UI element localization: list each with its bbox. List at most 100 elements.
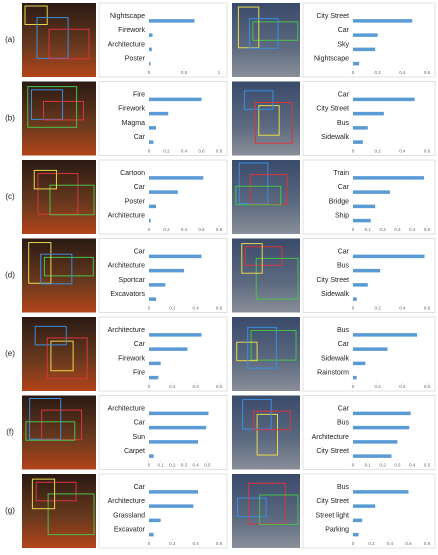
category-label: City Street: [316, 498, 349, 505]
category-label: Sidewalk: [321, 355, 350, 362]
x-tick-label: 0: [148, 227, 151, 232]
chart-frame: [98, 316, 228, 392]
category-label: Street light: [316, 512, 350, 519]
chart-frame: [302, 81, 436, 156]
category-label: Poster: [125, 198, 146, 205]
bar: [353, 361, 366, 366]
bar: [149, 61, 151, 66]
x-tick-label: 0: [148, 149, 151, 154]
bounding-box: [243, 90, 274, 110]
photo: [22, 474, 96, 548]
bar: [149, 283, 166, 287]
bar: [353, 140, 363, 144]
x-tick-label: 0: [148, 306, 151, 311]
bar: [353, 297, 357, 301]
bounding-box: [41, 409, 83, 441]
bounding-box: [252, 21, 299, 41]
category-label: Car: [338, 341, 350, 348]
category-label: Rainstorm: [317, 370, 349, 377]
x-tick-label: 0.6: [424, 149, 431, 154]
category-label: Excavators: [110, 291, 145, 298]
x-tick-label: 0.6: [216, 541, 223, 546]
category-label: Fire: [133, 91, 145, 98]
x-tick-label: 0.4: [193, 541, 200, 546]
bar: [149, 347, 188, 351]
bar: [149, 375, 159, 380]
bounding-box: [46, 337, 88, 380]
bounding-box: [33, 169, 57, 190]
bar: [149, 47, 152, 52]
chart-frame: [302, 316, 436, 392]
category-label: City Street: [316, 448, 349, 455]
x-tick-label: 0: [148, 70, 151, 75]
bar: [353, 19, 413, 23]
x-tick-label: 0: [148, 384, 151, 389]
bounding-box: [28, 242, 52, 284]
bounding-box: [35, 481, 77, 502]
category-label: Architecture: [108, 263, 145, 270]
bar: [353, 518, 363, 523]
bounding-box: [250, 330, 297, 361]
bounding-box: [236, 341, 258, 362]
x-tick-label: 0.4: [193, 384, 200, 389]
x-tick-label: 0.2: [169, 541, 176, 546]
bar: [149, 19, 195, 23]
photo: [22, 160, 96, 234]
category-label: City Street: [316, 13, 349, 20]
category-label: Car: [134, 134, 146, 141]
bar: [149, 111, 169, 116]
x-tick-label: 0: [352, 70, 355, 75]
chart-frame: [98, 473, 228, 549]
bar: [149, 490, 198, 494]
bar: [149, 140, 154, 144]
category-label: Magma: [122, 120, 145, 127]
category-label: Car: [134, 248, 146, 255]
x-tick-label: 0.2: [368, 541, 375, 546]
bar: [353, 33, 378, 37]
x-tick-label: 0: [148, 541, 151, 546]
x-tick-label: 0.2: [169, 306, 176, 311]
x-tick-label: 0.6: [405, 541, 412, 546]
category-label: Car: [338, 91, 350, 98]
category-label: Architecture: [108, 41, 145, 48]
x-tick-label: 0.5: [424, 227, 431, 232]
x-tick-label: 0.6: [424, 384, 431, 389]
x-tick-label: 0.4: [409, 463, 416, 468]
category-label: Grassland: [113, 512, 145, 519]
bar: [149, 254, 202, 259]
bar: [149, 425, 207, 430]
bounding-box: [25, 421, 76, 441]
photo: [22, 3, 96, 77]
bounding-box: [242, 399, 272, 430]
bar: [149, 126, 156, 130]
category-label: Bridge: [329, 198, 349, 205]
photo: [232, 81, 300, 156]
category-label: Car: [338, 248, 350, 255]
bounding-box: [49, 184, 95, 216]
category-label: Architecture: [108, 405, 145, 412]
x-tick-label: 0.2: [163, 227, 170, 232]
photo: [232, 317, 300, 391]
x-tick-label: 0: [352, 306, 355, 311]
x-tick-label: 0.6: [216, 384, 223, 389]
bar: [149, 440, 198, 444]
x-tick-label: 0.4: [409, 227, 416, 232]
chart-frame: [302, 473, 436, 549]
x-tick-label: 0.5: [181, 70, 188, 75]
photo: [232, 238, 300, 313]
category-label: Nightscape: [110, 13, 145, 20]
photo: [232, 160, 300, 234]
category-label: Car: [134, 420, 146, 427]
photo: [22, 395, 96, 470]
x-tick-label: 0.3: [181, 463, 188, 468]
category-label: Firework: [118, 27, 145, 34]
bar: [149, 204, 156, 209]
x-tick-label: 0: [352, 384, 355, 389]
category-label: Sun: [133, 434, 146, 441]
category-label: Train: [333, 170, 349, 177]
bounding-box: [29, 398, 62, 440]
row-label: (c): [5, 192, 15, 201]
row-label: (g): [5, 506, 15, 515]
category-label: Sidewalk: [321, 291, 350, 298]
